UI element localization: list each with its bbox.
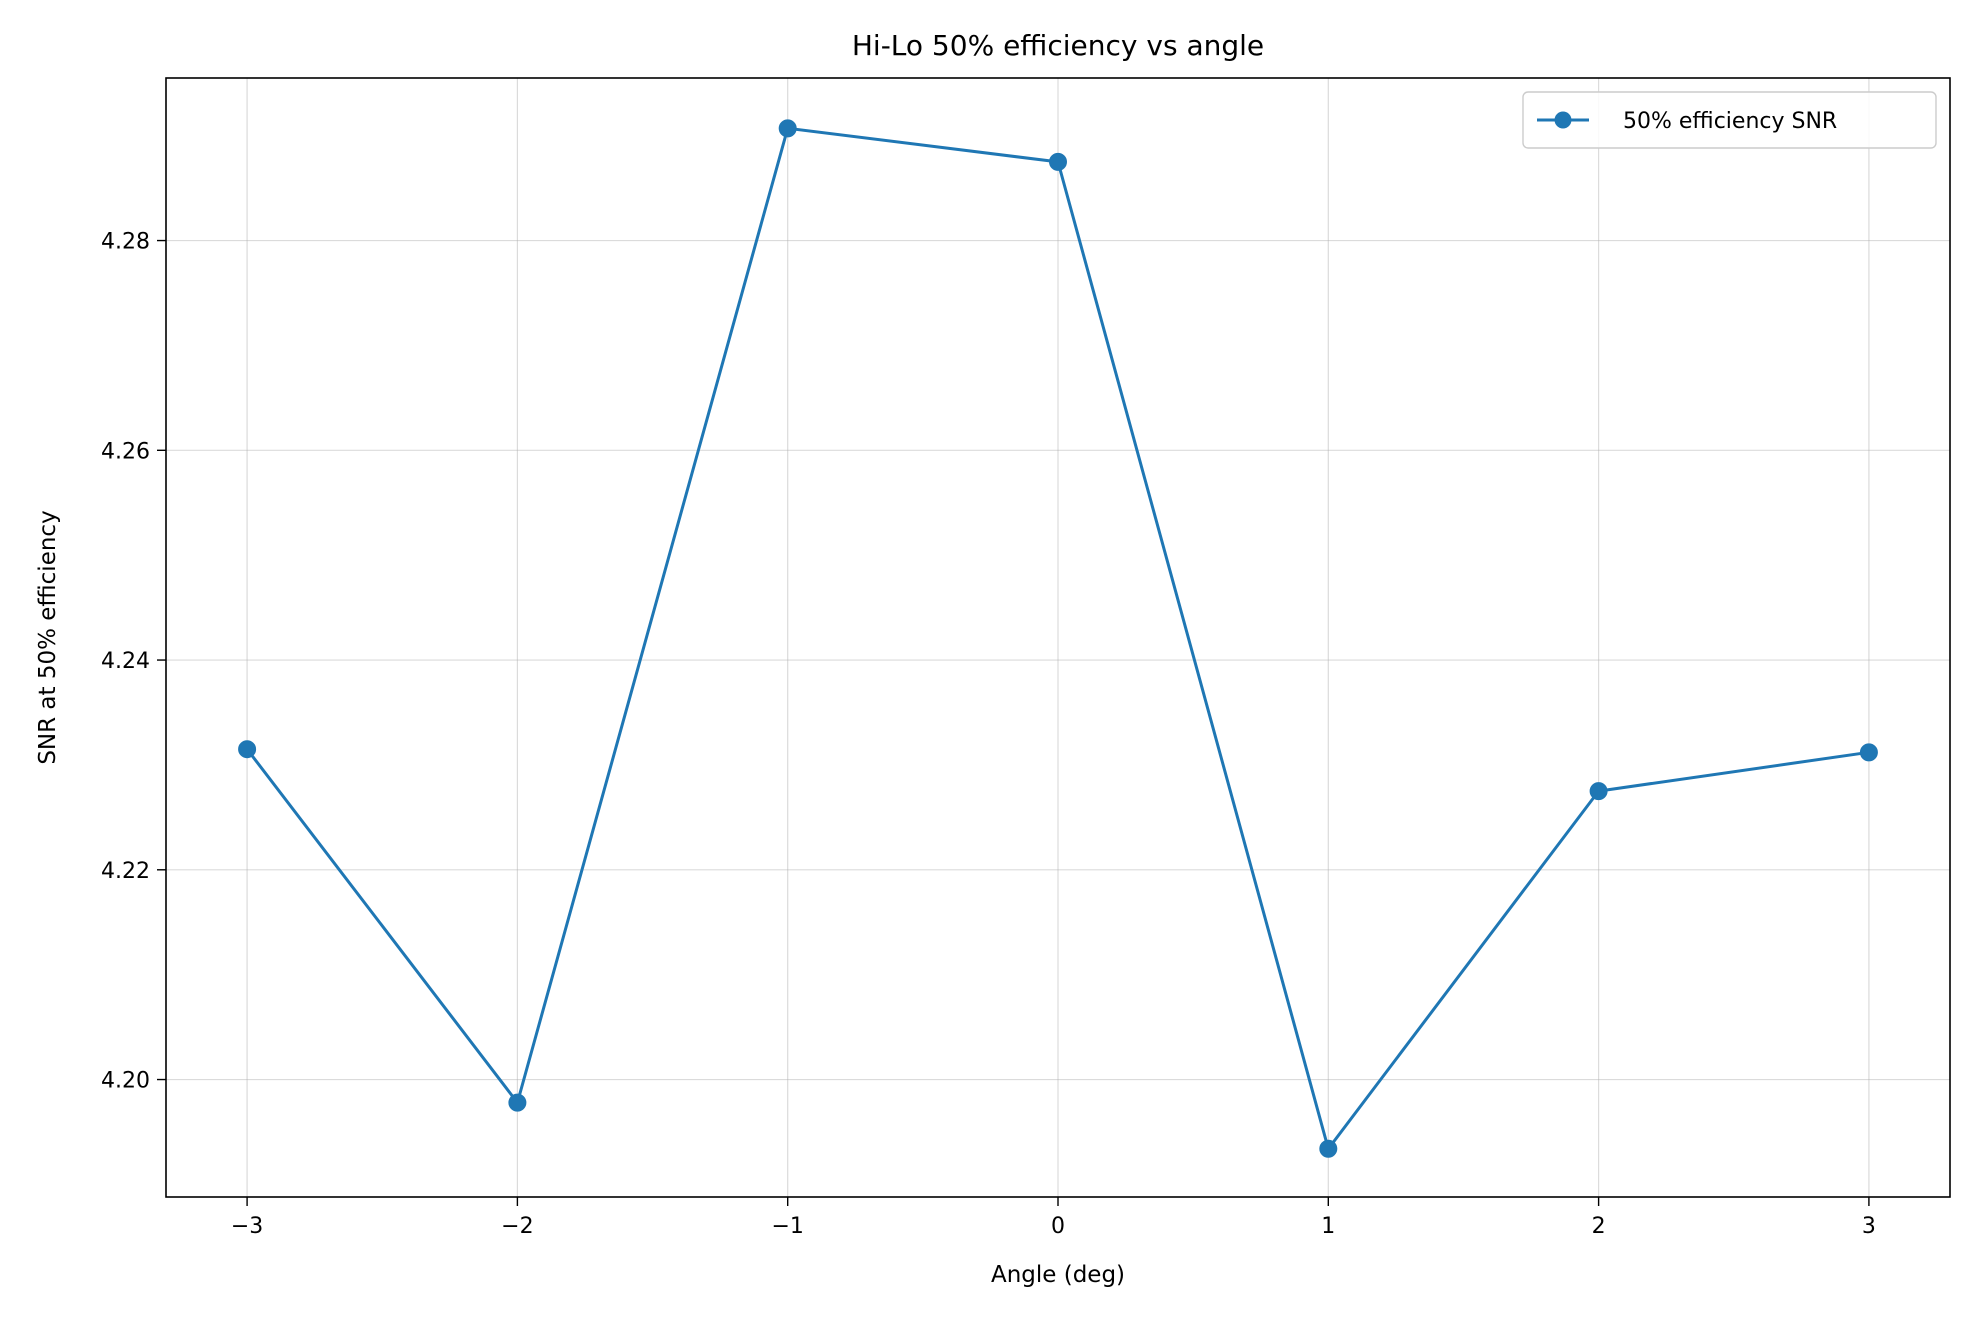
data-point (1589, 782, 1608, 801)
x-tick-label: 0 (1051, 1214, 1065, 1239)
y-tick-label: 4.24 (101, 649, 150, 674)
x-tick-label: −2 (501, 1214, 533, 1239)
data-point (1049, 152, 1067, 171)
y-tick-label: 4.20 (101, 1069, 150, 1094)
legend: 50% efficiency SNR (1522, 91, 1937, 149)
x-tick-label: 3 (1862, 1214, 1876, 1239)
grid (166, 78, 1950, 1197)
x-tick-label: 1 (1321, 1214, 1335, 1239)
x-tick-label: −1 (771, 1214, 803, 1239)
legend-entry-label: 50% efficiency SNR (1623, 109, 1837, 134)
data-point (238, 740, 257, 759)
chart-title: Hi-Lo 50% efficiency vs angle (852, 29, 1264, 62)
x-tick-label: 2 (1592, 1214, 1606, 1239)
legend-box (1522, 91, 1937, 149)
ticks: −3 −2 −1 0 1 2 3 4.20 4.22 4.24 4.26 4.28 (101, 230, 1876, 1239)
y-tick-label: 4.26 (101, 439, 150, 464)
data-point (508, 1093, 527, 1112)
y-axis-label: SNR at 50% efficiency (35, 510, 61, 764)
legend-marker-swatch (1554, 111, 1572, 129)
series-layer (238, 119, 1878, 1158)
x-axis-label: Angle (deg) (991, 1262, 1125, 1288)
data-point (1319, 1139, 1338, 1158)
y-tick-label: 4.22 (101, 859, 150, 884)
y-tick-label: 4.28 (101, 230, 150, 255)
x-tick-label: −3 (231, 1214, 263, 1239)
data-point (1859, 743, 1878, 762)
data-point (778, 119, 797, 138)
